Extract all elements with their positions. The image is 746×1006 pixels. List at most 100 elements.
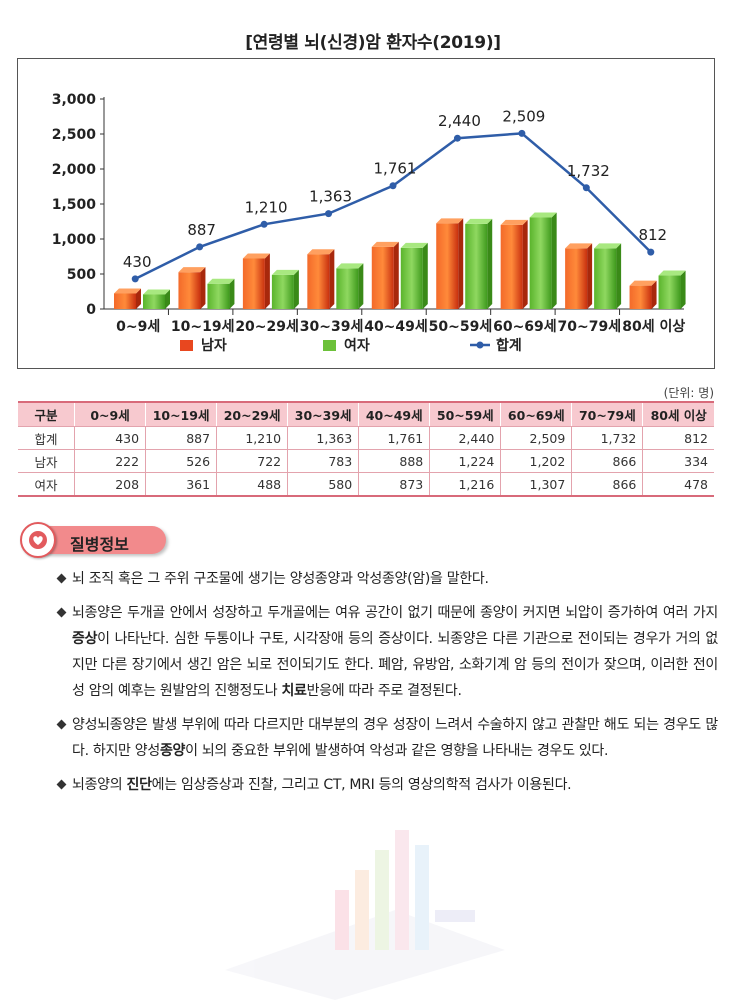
bar-male-side	[458, 218, 464, 309]
bar-male-top	[500, 219, 528, 225]
bar-male-top	[114, 288, 141, 294]
table-cell: 334	[642, 449, 714, 473]
bar-male	[307, 254, 330, 309]
bullet-text: 양성뇌종양은 발생 부위에 따라 다르지만 대부분의 경우 성장이 느려서 수술…	[72, 717, 718, 759]
y-tick-label: 1,500	[52, 197, 97, 213]
legend-female-swatch	[323, 340, 336, 351]
table-cell: 1,210	[216, 426, 288, 450]
bar-male	[242, 258, 265, 309]
table-body: 합계 430 887 1,210 1,363 1,761 2,440 2,509 1,732 81…	[18, 426, 714, 497]
bar-male-top	[371, 241, 399, 247]
table-cell: 222	[73, 449, 146, 473]
y-tick-label: 1,000	[52, 232, 97, 248]
bar-female	[594, 248, 617, 309]
total-point	[131, 275, 139, 283]
diamond-bullet-icon	[56, 573, 67, 584]
legend-total-marker	[476, 341, 484, 349]
legend-female-label: 여자	[344, 337, 370, 354]
x-tick-label: 20~29세	[235, 319, 299, 335]
bar-male-top	[178, 267, 206, 273]
table-cell: 2,440	[429, 426, 501, 450]
bold-keyword: 진단	[126, 777, 152, 793]
bar-female	[143, 294, 165, 309]
bar-female	[465, 223, 488, 309]
bar-male	[500, 224, 523, 309]
table-cell: 526	[145, 449, 217, 473]
bar-female-top	[594, 243, 622, 249]
bar-female-side	[551, 212, 557, 309]
bar-male-top	[242, 253, 270, 259]
chart-title: [연령별 뇌(신경)암 환자수(2019)]	[245, 33, 501, 53]
table-header-cell: 40~49세	[358, 401, 430, 427]
bar-male-top	[565, 243, 593, 249]
bar-female-side	[422, 242, 428, 309]
table-header-cell: 30~39세	[287, 401, 359, 427]
x-tick-label: 70~79세	[558, 319, 622, 335]
bar-male-side	[329, 249, 335, 309]
x-tick-label: 0~9세	[116, 319, 160, 335]
legend-male-label: 남자	[201, 337, 227, 354]
table-cell: 866	[571, 449, 643, 473]
table-header-cell: 80세 이상	[642, 401, 714, 427]
chart-frame: 0 500 1,000 1,500 2,000 2,500 3,000 0~9세 10~19세 2…	[17, 58, 715, 369]
total-data-label: 430	[123, 253, 152, 271]
table-cell: 2,509	[500, 426, 572, 450]
bullet-text: 에는 임상증상과 진찰, 그리고 CT, MRI 등의 영상의학적 검사가 이용…	[151, 777, 572, 793]
bar-female	[336, 268, 359, 309]
total-data-label: 887	[187, 221, 216, 239]
bar-female-side	[487, 218, 493, 309]
bar-male	[629, 285, 652, 309]
table-header-cell: 0~9세	[73, 401, 146, 427]
table-header-cell: 구분	[18, 401, 75, 427]
table-cell: 887	[145, 426, 217, 450]
section-badge: 질병정보	[20, 522, 166, 558]
table-cell: 888	[358, 449, 430, 473]
x-tick-label: 50~59세	[429, 319, 493, 335]
bar-male	[565, 248, 588, 309]
total-point	[196, 243, 204, 251]
section-title: 질병정보	[70, 535, 129, 554]
bar-female	[400, 247, 423, 309]
table-cell: 580	[287, 472, 359, 497]
y-tick-label: 2,000	[52, 162, 97, 178]
bar-female-top	[400, 242, 428, 248]
bar-female-top	[207, 278, 235, 284]
bar-female-top	[658, 270, 686, 276]
bar-female-side	[165, 289, 170, 309]
bar-female-top	[465, 218, 493, 224]
table-cell: 208	[73, 472, 146, 497]
table-cell: 488	[216, 472, 288, 497]
table-header-cell: 60~69세	[500, 401, 572, 427]
bar-female-top	[143, 289, 170, 295]
table-row: 남자 222 526 722 783 888 1,224 1,202 866 334	[18, 449, 714, 473]
bullet-text: 뇌종양의	[72, 777, 127, 793]
table-cell: 430	[73, 426, 146, 450]
bullet-item: 뇌 조직 혹은 그 주위 구조물에 생기는 양성종양과 악성종양(암)을 말한다…	[56, 566, 718, 592]
table-cell: 합계	[18, 426, 75, 450]
y-tick-label: 500	[67, 267, 96, 283]
table-cell: 783	[287, 449, 359, 473]
table-cell: 남자	[18, 449, 75, 473]
table-cell: 361	[145, 472, 217, 497]
bar-female	[207, 283, 230, 309]
table-cell: 1,363	[287, 426, 359, 450]
bar-female-top	[271, 269, 299, 275]
bar-male-top	[629, 280, 657, 286]
bar-female	[271, 274, 294, 309]
legend-male-swatch	[180, 340, 193, 351]
bar-female-side	[293, 269, 299, 309]
bullet-text: 뇌종양은 두개골 안에서 성장하고 두개골에는 여유 공간이 없기 때문에 종양…	[72, 605, 718, 621]
bar-male-side	[264, 253, 270, 309]
table-row: 여자 208 361 488 580 873 1,216 1,307 866 478	[18, 472, 714, 497]
bar-male-side	[200, 267, 206, 309]
bar-female-top	[529, 212, 557, 218]
total-data-label: 2,509	[502, 107, 545, 125]
heart-icon	[20, 522, 56, 558]
total-data-label: 1,761	[374, 160, 417, 178]
total-data-label: 1,363	[309, 188, 352, 206]
table-cell: 1,202	[500, 449, 572, 473]
bar-male	[371, 246, 394, 309]
total-data-label: 2,440	[438, 112, 481, 130]
total-data-label: 1,210	[245, 198, 288, 216]
table-cell: 1,761	[358, 426, 430, 450]
